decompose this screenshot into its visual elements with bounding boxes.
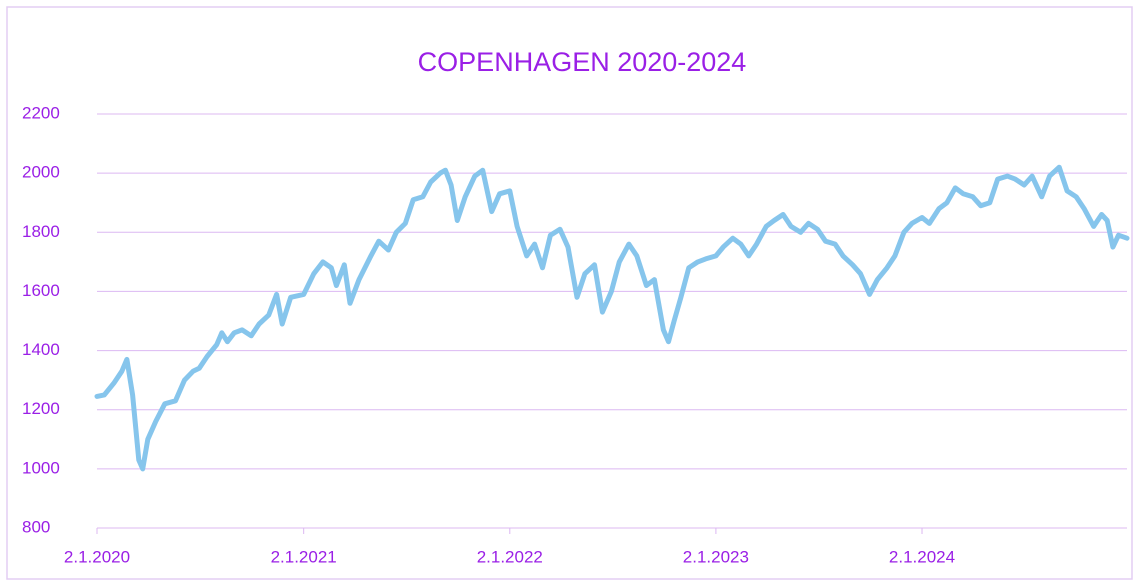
y-tick-label: 1200 <box>22 399 60 418</box>
x-tick-label: 2.1.2020 <box>64 547 130 566</box>
y-tick-label: 1600 <box>22 281 60 300</box>
x-tick-label: 2.1.2021 <box>271 547 337 566</box>
x-tick-label: 2.1.2023 <box>683 547 749 566</box>
y-tick-label: 2200 <box>22 103 60 122</box>
chart-border <box>6 6 1133 580</box>
line-series <box>94 164 1130 472</box>
x-tick-label: 2.1.2024 <box>889 547 955 566</box>
y-tick-label: 1800 <box>22 222 60 241</box>
y-tick-label: 1400 <box>22 340 60 359</box>
y-tick-label: 2000 <box>22 163 60 182</box>
x-tick-label: 2.1.2022 <box>477 547 543 566</box>
y-tick-label: 1000 <box>22 458 60 477</box>
y-tick-label: 800 <box>22 517 50 536</box>
chart-title: COPENHAGEN 2020-2024 <box>418 47 747 77</box>
